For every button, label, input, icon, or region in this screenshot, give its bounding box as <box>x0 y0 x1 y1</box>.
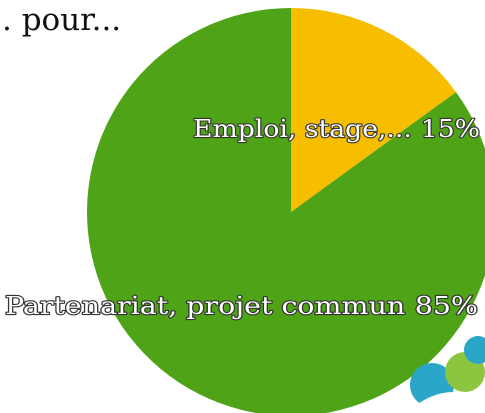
pie-slice <box>291 8 457 212</box>
pie-slice <box>87 8 485 413</box>
logo-shape <box>464 336 485 364</box>
slice-label: Partenariat, projet commun 85% <box>5 292 478 320</box>
category-label: Partenariat, projet commun <box>5 292 405 320</box>
category-label: Emploi, stage,... <box>193 115 412 143</box>
logo <box>410 336 485 413</box>
chart-title: . pour... <box>2 2 121 38</box>
labels: Emploi, stage,... 15% Partenariat, projet … <box>4 114 481 321</box>
value-label: 85% <box>415 292 478 320</box>
logo-shape <box>410 392 485 413</box>
pie <box>87 8 485 413</box>
slice-label: Emploi, stage,... 15% <box>193 115 480 143</box>
value-label: 15% <box>421 115 480 143</box>
